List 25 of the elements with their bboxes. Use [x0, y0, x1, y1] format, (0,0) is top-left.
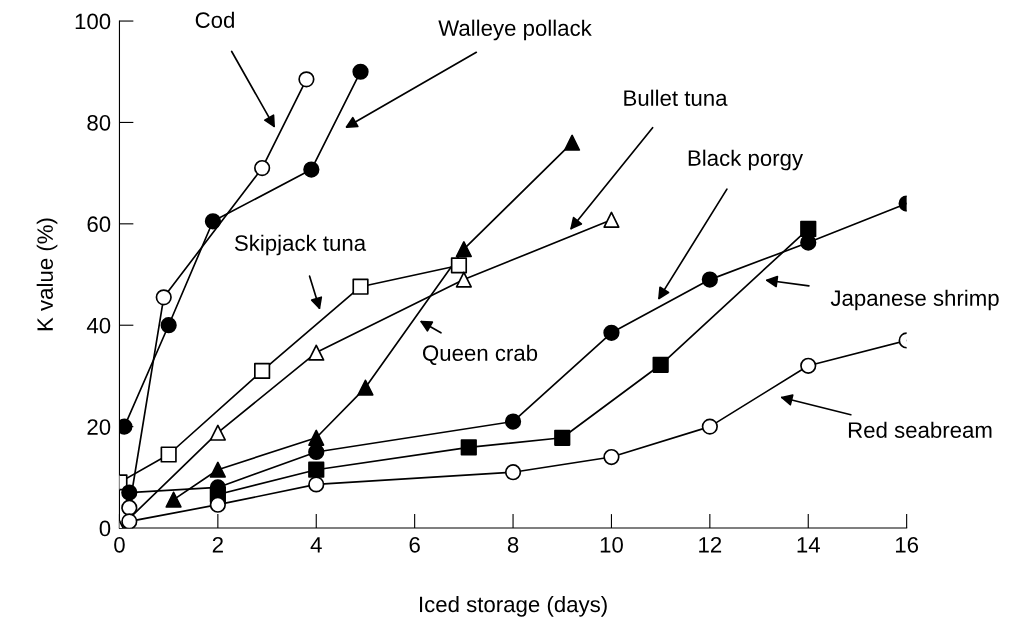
- y-tick-label: 40: [86, 317, 111, 334]
- x-tick-label: 2: [212, 536, 223, 553]
- y-tick-label: 100: [75, 13, 111, 30]
- x-tick-label: 10: [600, 536, 623, 553]
- x-tick-label: 0: [114, 536, 125, 553]
- annotation: Bullet tuna: [624, 89, 728, 106]
- x-tick-label: 12: [699, 536, 722, 553]
- y-axis-title: K value (%): [36, 218, 58, 331]
- x-tick-label: 8: [507, 536, 519, 553]
- x-tick-label: 16: [895, 536, 919, 553]
- annotation: Walleye pollack: [438, 19, 592, 41]
- y-tick-label: 0: [99, 520, 111, 537]
- annotation: Black porgy: [688, 149, 804, 171]
- annotation: Queen crab: [422, 344, 538, 365]
- x-axis-title: Iced storage (days): [420, 595, 607, 617]
- annotation: Japanese shrimp: [830, 289, 999, 311]
- x-tick-label: 6: [409, 536, 420, 553]
- x-tick-label: 4: [310, 537, 322, 553]
- annotation: Skipjack tuna: [234, 234, 367, 256]
- y-tick-label: 20: [87, 419, 111, 435]
- x-tick-label: 14: [797, 537, 820, 553]
- annotation: Red seabream: [848, 421, 992, 438]
- annotation: Cod: [195, 11, 234, 28]
- y-tick-label: 60: [87, 216, 111, 233]
- y-tick-label: 80: [87, 114, 111, 131]
